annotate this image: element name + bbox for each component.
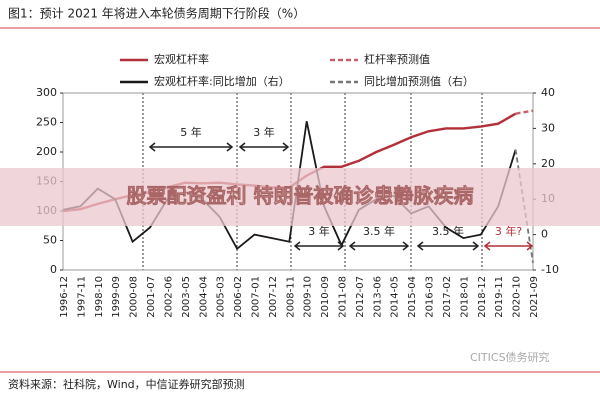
x-tick-label: 1996-12 (59, 276, 70, 318)
annotation-arrow (416, 241, 480, 251)
x-tick-label: 2008-11 (285, 276, 296, 318)
x-tick-label: 1998-10 (94, 276, 105, 318)
y2-tick-label: 20 (541, 157, 555, 170)
annotation: 3.5 年 (432, 224, 464, 238)
legend-label: 同比增加预测值（右） (364, 74, 474, 88)
x-tick-label: 2000-08 (129, 276, 140, 318)
annotation: 5 年 (180, 125, 202, 139)
x-tick-label: 2011-08 (338, 276, 349, 318)
x-tick-label: 1997-11 (76, 276, 87, 318)
annotation: 3.5 年 (363, 224, 395, 238)
y2-tick-label: 30 (541, 121, 555, 134)
y-tick-label: 50 (43, 234, 57, 247)
source: 资料来源：社科院，Wind，中信证券研究部预测 (8, 377, 245, 391)
x-tick-label: 2009-10 (303, 276, 314, 318)
y2-tick-label: -10 (541, 263, 559, 276)
x-tick-label: 2007-01 (250, 276, 261, 318)
x-tick-label: 2014-05 (390, 276, 401, 318)
x-tick-label: 2013-06 (372, 276, 383, 318)
x-tick-label: 2019-11 (494, 276, 505, 318)
x-tick-label: 2015-04 (407, 276, 418, 318)
annotation-arrow (348, 241, 410, 251)
annotation-arrow (483, 241, 534, 251)
x-tick-label: 2020-10 (512, 276, 523, 318)
series-line (515, 109, 534, 115)
legend-label: 杠杆率预测值 (364, 52, 430, 66)
banner-bg (0, 168, 600, 226)
annotation: 3 年? (495, 224, 522, 238)
annotation: 3 年 (308, 224, 330, 238)
x-tick-label: 2005-03 (216, 276, 227, 318)
x-tick-label: 2001-07 (146, 276, 157, 318)
y-tick-label: 300 (36, 86, 57, 99)
x-tick-label: 2018-01 (459, 276, 470, 318)
legend-label: 宏观杠杆率 (154, 52, 209, 66)
x-tick-label: 2006-02 (233, 276, 244, 318)
y-tick-label: 0 (50, 263, 57, 276)
x-tick-label: 2002-06 (163, 276, 174, 318)
legend-label: 宏观杠杆率:同比增加（右） (154, 74, 290, 88)
x-tick-label: 2016-03 (425, 276, 436, 318)
x-tick-label: 2004-04 (198, 276, 209, 318)
y2-tick-label: 40 (541, 86, 555, 99)
watermark: CITICS债务研究 (470, 350, 550, 364)
x-tick-label: 1999-09 (111, 276, 122, 318)
x-tick-label: 2021-09 (529, 276, 540, 318)
x-tick-label: 2012-07 (355, 276, 366, 318)
x-tick-label: 2017-02 (442, 276, 453, 318)
annotation-arrow (238, 142, 290, 152)
x-tick-label: 2003-05 (181, 276, 192, 318)
x-tick-label: 2007-12 (268, 276, 279, 318)
x-tick-label: 2018-12 (477, 276, 488, 318)
x-tick-label: 2010-09 (320, 276, 331, 318)
annotation-arrow (148, 142, 234, 152)
chart-title: 图1：预计 2021 年将进入本轮债务周期下行阶段（%） (8, 6, 305, 21)
annotation-arrow (293, 241, 345, 251)
banner: 股票配资盈利 特朗普被确诊患静脉疾病 (127, 184, 474, 208)
y-tick-label: 200 (36, 145, 57, 158)
y2-tick-label: 0 (541, 228, 548, 241)
y-tick-label: 250 (36, 116, 57, 129)
annotation: 3 年 (253, 125, 275, 139)
